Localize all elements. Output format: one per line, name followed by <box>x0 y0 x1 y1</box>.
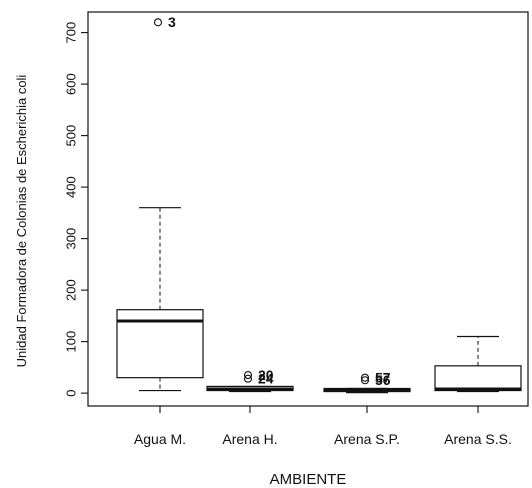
x-tick-label: Agua M. <box>134 431 186 447</box>
outlier-point <box>360 376 370 385</box>
y-axis-title: Unidad Formadora de Colonias de Escheric… <box>14 75 29 368</box>
outlier-label: 24 <box>258 371 274 387</box>
x-tick-label: Arena S.P. <box>334 431 400 447</box>
outlier-label: 56 <box>375 372 391 388</box>
outlier-point <box>153 18 163 27</box>
outlier-label: 3 <box>168 14 176 30</box>
x-axis: Agua M. Arena H. Arena S.P. Arena S.S. <box>134 406 512 447</box>
y-tick-label: 600 <box>64 73 79 95</box>
outlier-point <box>243 374 253 383</box>
outlier-label: 20 <box>258 367 274 383</box>
y-tick-label: 500 <box>64 125 79 147</box>
plot-frame <box>87 11 529 407</box>
x-tick-label: Arena H. <box>222 431 277 447</box>
y-tick-label: 700 <box>64 22 79 44</box>
outlier-point <box>243 371 253 380</box>
boxplot-agua-m: 3 <box>116 14 204 392</box>
boxplot-arena-s-s <box>434 335 522 393</box>
y-tick-label: 400 <box>64 176 79 198</box>
y-tick-label: 100 <box>64 331 79 353</box>
x-axis-title: AMBIENTE <box>270 471 347 488</box>
outlier-point <box>360 373 370 382</box>
iqr-box <box>434 365 522 392</box>
y-tick-label: 0 <box>64 390 79 397</box>
y-tick-label: 300 <box>64 228 79 250</box>
y-axis: 0 100 200 300 400 500 600 700 <box>64 22 88 397</box>
outlier-label: 57 <box>375 370 391 386</box>
y-tick-label: 200 <box>64 279 79 301</box>
x-tick-label: Arena S.S. <box>444 431 512 447</box>
